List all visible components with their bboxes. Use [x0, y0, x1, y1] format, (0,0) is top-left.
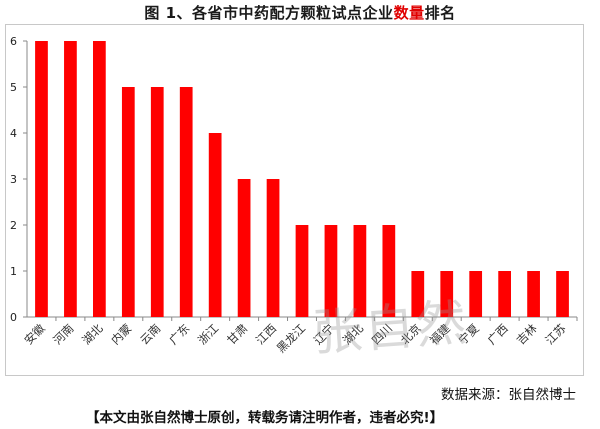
chart-title: 图 1、各省市中药配方颗粒试点企业数量排名 [0, 2, 600, 23]
y-tick-label: 4 [10, 127, 17, 140]
bar [353, 225, 367, 317]
y-tick-label: 3 [10, 173, 17, 186]
bar [324, 225, 338, 317]
title-highlight: 数量 [393, 4, 425, 22]
bar [121, 87, 135, 317]
title-suffix: 排名 [424, 4, 456, 22]
x-tick-label: 广东 [166, 321, 192, 347]
x-tick-label: 湖北 [340, 321, 367, 348]
y-tick-label: 1 [10, 265, 17, 278]
data-source: 数据来源：张自然博士 [441, 387, 576, 403]
copyright-notice: 【本文由张自然博士原创，转载务请注明作者，违者必究!】 [86, 410, 444, 426]
x-tick-label: 黑龙江 [274, 321, 309, 356]
bar [295, 225, 309, 317]
bar [527, 271, 540, 317]
bar [556, 271, 569, 317]
bar [382, 225, 396, 317]
bar [150, 87, 164, 317]
x-tick-label: 内蒙 [108, 321, 134, 347]
x-tick-label: 四川 [369, 321, 395, 347]
x-tick-label: 云南 [137, 321, 163, 347]
x-tick-label: 甘肃 [224, 321, 250, 347]
bar [498, 271, 511, 317]
title-prefix: 图 1、各省市中药配方颗粒试点企业 [144, 4, 394, 22]
y-tick-label: 5 [10, 81, 17, 94]
bar [179, 87, 193, 317]
bar [266, 179, 280, 317]
bar [469, 271, 483, 317]
y-tick-label: 2 [10, 219, 17, 232]
bar [440, 271, 454, 317]
x-tick-label: 河南 [50, 321, 76, 347]
x-tick-label: 浙江 [195, 321, 222, 348]
x-tick-label: 广西 [485, 321, 511, 347]
bar [208, 133, 222, 317]
x-tick-label: 福建 [427, 321, 454, 348]
y-tick-label: 6 [10, 35, 17, 48]
bar [237, 179, 251, 317]
x-tick-label: 北京 [398, 321, 424, 347]
bar [411, 271, 425, 317]
x-tick-label: 吉林 [514, 321, 541, 348]
x-tick-label: 江苏 [542, 321, 568, 347]
bar [64, 41, 77, 317]
x-tick-label: 辽宁 [311, 321, 337, 347]
x-tick-label: 湖北 [79, 321, 106, 348]
x-tick-label: 宁夏 [456, 321, 483, 348]
x-tick-label: 安徽 [21, 321, 48, 348]
bar [93, 41, 106, 317]
y-tick-label: 0 [10, 311, 17, 324]
bar [35, 41, 48, 317]
